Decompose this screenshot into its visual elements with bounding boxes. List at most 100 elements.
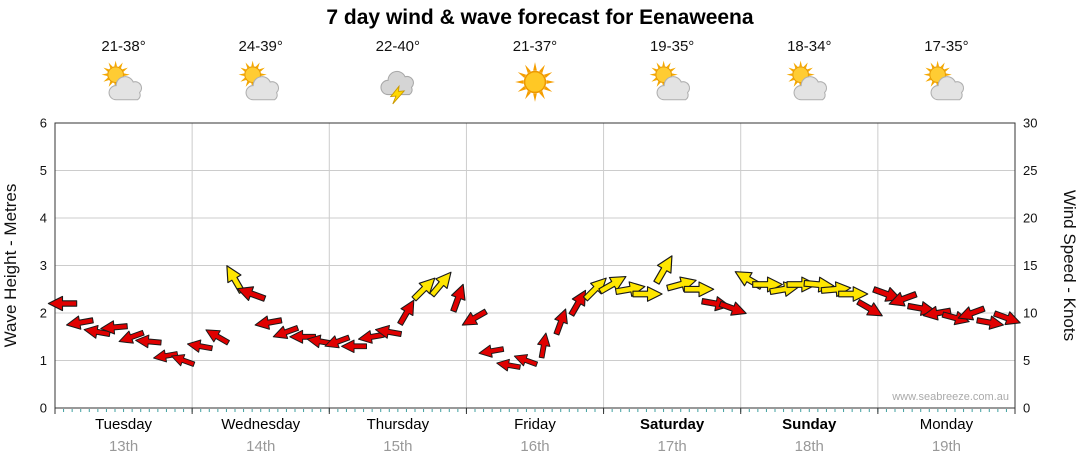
cloud-shape	[931, 76, 965, 101]
wind-arrow	[450, 283, 466, 313]
sun-rays	[649, 60, 678, 89]
right-axis-tick-label: 10	[1023, 306, 1037, 321]
day-date: 17th	[657, 438, 687, 455]
left-axis-title: Wave Height - Metres	[1, 184, 20, 348]
wind-arrow	[461, 308, 488, 326]
wind-arrow	[856, 299, 883, 317]
temperature-range: 22-40°	[375, 38, 421, 55]
wind-arrow	[922, 305, 952, 321]
wind-arrow	[496, 358, 521, 372]
day-label-cell: Thursday 15th	[329, 416, 466, 455]
day-label-cell: Friday 16th	[466, 416, 603, 455]
day-label-cell: Sunday 18th	[741, 416, 878, 455]
wind-arrow	[666, 276, 697, 292]
day-name: Wednesday	[221, 416, 301, 433]
wind-arrow	[272, 325, 300, 339]
day-name: Saturday	[640, 416, 705, 433]
cloud-shape	[793, 76, 828, 101]
wind-arrow	[47, 295, 78, 312]
wind-arrow	[236, 286, 267, 302]
right-axis-tick-label: 20	[1023, 211, 1037, 226]
sun-core	[523, 70, 547, 94]
day-header: 19-35°	[604, 38, 741, 105]
wind-arrow	[734, 271, 764, 290]
day-name: Monday	[919, 416, 974, 433]
wind-arrow	[993, 310, 1021, 326]
right-axis-title: Wind Speed - Knots	[1060, 190, 1079, 341]
weather-icon-wrap	[101, 59, 147, 105]
left-axis-tick-label: 5	[40, 163, 47, 178]
sun-rays	[923, 60, 953, 89]
cloud-shape	[380, 70, 414, 96]
weather-icon-wrap	[649, 59, 695, 105]
day-header: 17-35°	[878, 38, 1015, 105]
left-axis-tick-label: 4	[40, 211, 47, 226]
wind-arrow	[135, 334, 162, 349]
wind-arrow	[375, 324, 403, 339]
day-headers-row: 21-38° 24-39° 22-40° 21-37° 19-35° 18-34° 17-3…	[55, 38, 1015, 105]
right-axis-tick-label: 30	[1023, 116, 1037, 131]
day-date: 14th	[246, 438, 276, 455]
right-axis-tick-label: 25	[1023, 163, 1037, 178]
wind-arrow	[568, 289, 587, 317]
x-axis-day-labels: Tuesday 13th Wednesday 14th Thursday 15th Frid…	[55, 416, 1015, 455]
wind-arrow	[683, 281, 715, 298]
temperature-range: 18-34°	[787, 38, 832, 55]
left-axis-tick-label: 1	[40, 353, 47, 368]
weather-icon-wrap	[786, 59, 832, 105]
wind-arrow	[100, 320, 128, 335]
wind-arrow	[289, 329, 316, 344]
sun-rays	[515, 62, 555, 102]
left-axis-tick-label: 2	[40, 306, 47, 321]
weather-icon-wrap	[238, 59, 284, 105]
wind-arrow	[653, 255, 673, 285]
sun-icon	[515, 62, 555, 102]
day-label-cell: Monday 19th	[878, 416, 1015, 455]
temperature-range: 21-37°	[512, 38, 558, 55]
temperature-range: 24-39°	[238, 38, 283, 55]
sun-cloud-icon	[238, 60, 279, 101]
cloud-shape	[245, 76, 279, 101]
wind-arrow	[478, 344, 505, 358]
day-label-cell: Wednesday 14th	[192, 416, 329, 455]
day-label-cell: Tuesday 13th	[55, 416, 192, 455]
day-header: 21-38°	[55, 38, 192, 105]
day-date: 16th	[520, 438, 550, 455]
wind-arrow	[324, 334, 351, 349]
left-axis-tick-label: 0	[40, 401, 47, 416]
sun-cloud-icon	[786, 60, 828, 101]
temperature-range: 19-35°	[649, 38, 695, 55]
wind-arrow	[888, 291, 918, 307]
sun-rays	[238, 60, 267, 89]
right-axis-tick-label: 0	[1023, 401, 1030, 416]
temperature-range: 17-35°	[924, 38, 969, 55]
cloud-shape	[108, 76, 142, 101]
wind-arrow	[718, 300, 747, 316]
day-header: 24-39°	[192, 38, 329, 105]
sun-cloud-icon	[649, 60, 691, 101]
wind-arrow	[65, 315, 94, 330]
watermark: www.seabreeze.com.au	[891, 391, 1009, 403]
wind-arrow	[976, 315, 1005, 330]
day-date: 18th	[794, 438, 824, 455]
day-header: 22-40°	[329, 38, 466, 105]
wind-arrow	[537, 332, 551, 359]
wind-arrow	[205, 329, 230, 346]
plot-border	[54, 122, 1016, 409]
storm-icon	[380, 70, 414, 105]
wind-arrow	[186, 339, 213, 353]
day-date: 13th	[108, 438, 139, 455]
wind-arrow	[171, 354, 196, 367]
day-name: Tuesday	[95, 416, 153, 433]
right-axis-tick-label: 15	[1023, 258, 1037, 273]
wind-arrow	[429, 271, 452, 298]
sun-rays	[786, 60, 816, 89]
wind-arrow	[254, 315, 283, 330]
sun-cloud-icon	[101, 60, 142, 101]
page-title: 7 day wind & wave forecast for Eenaweena	[326, 6, 754, 29]
wind-arrow	[397, 299, 415, 326]
wind-arrow	[632, 286, 663, 302]
day-header: 21-37°	[466, 38, 603, 105]
day-date: 19th	[931, 438, 962, 455]
